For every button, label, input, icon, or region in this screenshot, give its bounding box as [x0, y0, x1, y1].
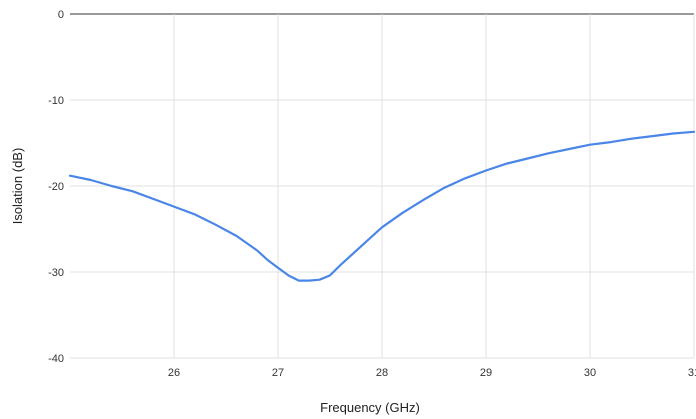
x-tick-label: 28: [376, 367, 388, 379]
x-tick-label: 26: [168, 367, 180, 379]
series-line: [68, 130, 696, 282]
y-tick-label: 0: [58, 9, 64, 21]
y-tick-label: -20: [48, 181, 64, 193]
y-tick-label: -30: [48, 267, 64, 279]
y-axis-title: Isolation (dB): [10, 148, 25, 225]
y-axis-ticks: 0 -10 -20 -30 -40: [48, 9, 64, 365]
y-tick-label: -40: [48, 353, 64, 365]
x-axis-ticks: 26 27 28 29 30 31: [168, 367, 696, 379]
x-tick-label: 27: [272, 367, 284, 379]
y-tick-label: -10: [48, 95, 64, 107]
gridlines: [70, 13, 695, 359]
x-axis-title: Frequency (GHz): [320, 400, 420, 415]
series-group: [68, 130, 696, 282]
x-tick-label: 29: [480, 367, 492, 379]
x-tick-label: 31: [688, 367, 696, 379]
x-tick-label: 30: [584, 367, 596, 379]
